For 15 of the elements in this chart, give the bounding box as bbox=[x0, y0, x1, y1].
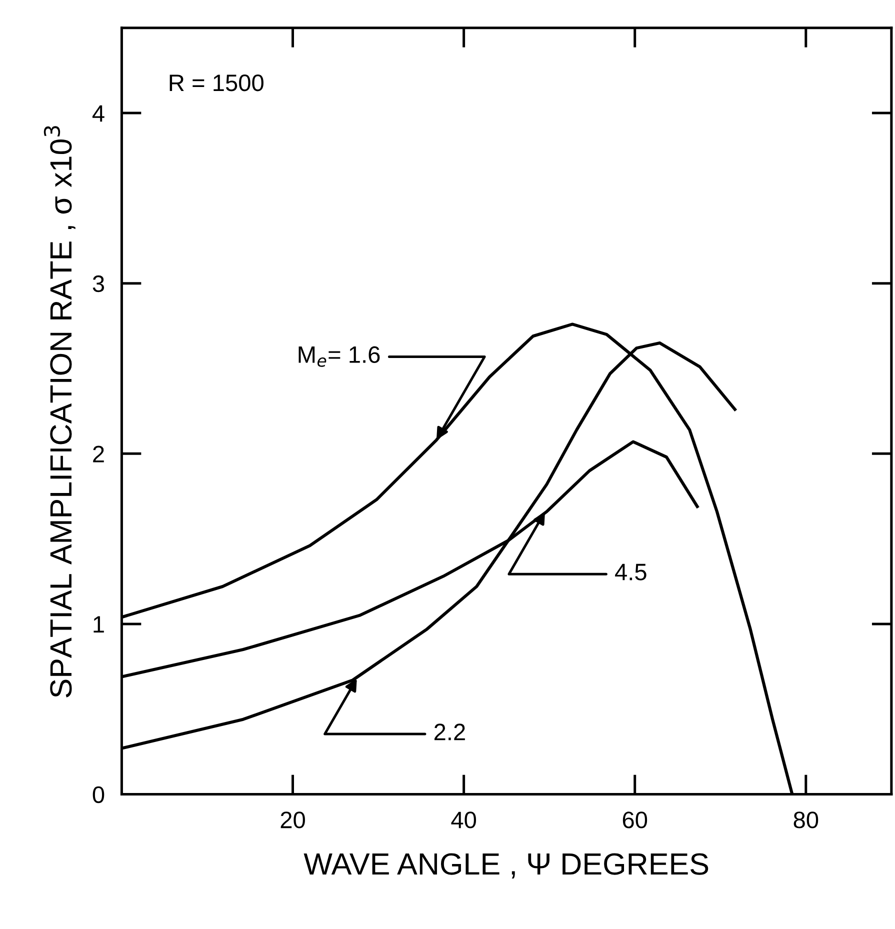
x-tick-label: 20 bbox=[280, 812, 305, 828]
y-tick-label: 2 bbox=[93, 446, 104, 462]
annotation: 4.5 bbox=[615, 564, 646, 580]
annotation: R = 1500 bbox=[170, 74, 264, 92]
x-tick-label: 40 bbox=[451, 812, 476, 828]
annotation: 2.2 bbox=[434, 724, 465, 740]
y-tick-label: 3 bbox=[92, 275, 104, 292]
y-axis-title: SPATIAL AMPLIFICATION RATE , σ x10$^{3}$ bbox=[44, 126, 76, 698]
y-tick-label: 0 bbox=[92, 786, 104, 804]
y-tick-label: 4 bbox=[92, 105, 104, 122]
x-tick-label: 60 bbox=[622, 812, 648, 828]
x-tick-label: 80 bbox=[794, 812, 818, 828]
y-tick-label: 1 bbox=[94, 616, 104, 633]
x-axis-title: WAVE ANGLE , Ψ DEGREES bbox=[304, 853, 708, 878]
annotation: M$_{e}$= 1.6 bbox=[298, 346, 380, 367]
